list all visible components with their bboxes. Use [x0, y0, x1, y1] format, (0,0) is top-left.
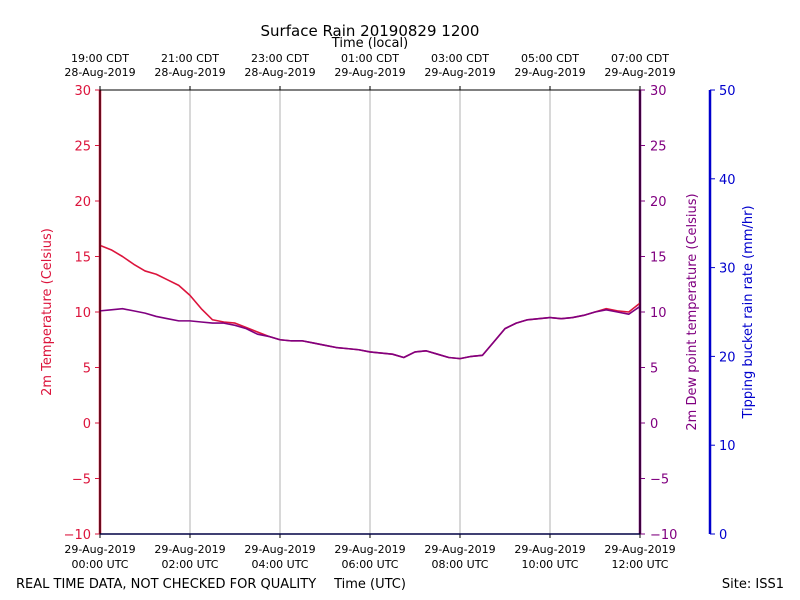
left-y-axis: −10 −5 0 5 10 15 20 25 30: [64, 84, 102, 543]
bottom-tick-time: 12:00 UTC: [611, 558, 668, 571]
left-tick-label: 20: [74, 195, 91, 210]
left-tick-label: 15: [74, 251, 91, 266]
grid-lines: [189, 90, 551, 534]
top-tick-time: 05:00 CDT: [521, 52, 579, 65]
bottom-tick-date: 29-Aug-2019: [424, 543, 495, 556]
left-tick-label: 5: [83, 362, 91, 377]
site-label: Site: ISS1: [722, 577, 784, 592]
top-tick-date: 28-Aug-2019: [64, 66, 135, 79]
bottom-tick-date: 29-Aug-2019: [334, 543, 405, 556]
bottom-axis-ticks: 29-Aug-2019 00:00 UTC 29-Aug-2019 02:00 UTC…: [64, 534, 676, 571]
right2-tick-label: 30: [719, 262, 736, 277]
right-y-axis-rainrate: 0 10 20 30 40 50: [708, 84, 736, 543]
bottom-tick-time: 04:00 UTC: [251, 558, 308, 571]
right1-tick-label: 5: [650, 362, 658, 377]
bottom-tick-date: 29-Aug-2019: [64, 543, 135, 556]
bottom-tick-date: 29-Aug-2019: [514, 543, 585, 556]
left-tick-label: 0: [83, 417, 91, 432]
bottom-tick-time: 08:00 UTC: [431, 558, 488, 571]
right1-tick-label: 10: [650, 306, 667, 321]
right1-tick-label: 15: [650, 251, 667, 266]
bottom-tick-time: 10:00 UTC: [521, 558, 578, 571]
bottom-tick-date: 29-Aug-2019: [604, 543, 675, 556]
top-axis-title: Time (local): [331, 36, 408, 51]
top-tick-time: 03:00 CDT: [431, 52, 489, 65]
left-tick-label: 25: [74, 140, 91, 155]
right2-axis-title: Tipping bucket rain rate (mm/hr): [741, 205, 756, 419]
right1-axis-title: 2m Dew point temperature (Celsius): [685, 193, 700, 430]
top-tick-time: 07:00 CDT: [611, 52, 669, 65]
dewpoint-series: [99, 305, 641, 360]
bottom-tick-date: 29-Aug-2019: [244, 543, 315, 556]
right1-tick-label: −5: [650, 473, 669, 488]
right2-tick-label: 10: [719, 439, 736, 454]
left-tick-label: 30: [74, 84, 91, 99]
top-tick-time: 19:00 CDT: [71, 52, 129, 65]
bottom-tick-time: 00:00 UTC: [71, 558, 128, 571]
bottom-tick-time: 06:00 UTC: [341, 558, 398, 571]
right2-tick-label: 50: [719, 84, 736, 99]
right1-tick-label: 25: [650, 140, 667, 155]
x-axis-title: Time (UTC): [333, 577, 406, 592]
right2-tick-label: 0: [719, 528, 727, 543]
right1-tick-label: −10: [650, 528, 677, 543]
right1-tick-label: 30: [650, 84, 667, 99]
top-tick-time: 21:00 CDT: [161, 52, 219, 65]
right1-tick-label: 20: [650, 195, 667, 210]
left-axis-title: 2m Temperature (Celsius): [40, 228, 55, 396]
left-tick-label: −10: [64, 528, 91, 543]
top-tick-date: 29-Aug-2019: [514, 66, 585, 79]
top-tick-date: 28-Aug-2019: [154, 66, 225, 79]
top-tick-time: 01:00 CDT: [341, 52, 399, 65]
top-tick-time: 23:00 CDT: [251, 52, 309, 65]
chart-title: Surface Rain 20190829 1200: [261, 22, 480, 40]
right1-tick-label: 0: [650, 417, 658, 432]
top-tick-date: 28-Aug-2019: [244, 66, 315, 79]
top-tick-date: 29-Aug-2019: [604, 66, 675, 79]
left-tick-label: −5: [72, 473, 91, 488]
right2-tick-label: 20: [719, 350, 736, 365]
top-tick-date: 29-Aug-2019: [424, 66, 495, 79]
quality-disclaimer: REAL TIME DATA, NOT CHECKED FOR QUALITY: [16, 577, 316, 592]
bottom-tick-date: 29-Aug-2019: [154, 543, 225, 556]
top-tick-date: 29-Aug-2019: [334, 66, 405, 79]
left-tick-label: 10: [74, 306, 91, 321]
bottom-tick-time: 02:00 UTC: [161, 558, 218, 571]
plot-frame: [99, 89, 641, 535]
right-y-axis-dewpoint: −10 −5 0 5 10 15 20 25 30: [638, 84, 677, 543]
right2-tick-label: 40: [719, 173, 736, 188]
